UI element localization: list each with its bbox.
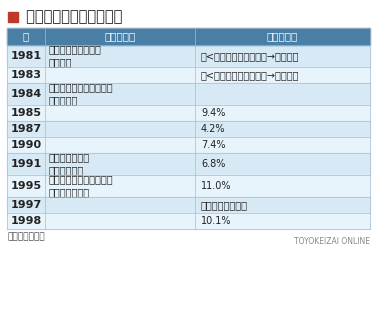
Bar	[7, 213, 45, 229]
Text: 9.4%: 9.4%	[201, 108, 225, 118]
Bar	[195, 175, 370, 197]
Text: 4.2%: 4.2%	[201, 124, 225, 134]
Text: 運賃値上げ: 運賃値上げ	[267, 32, 298, 42]
Text: 1990: 1990	[10, 140, 42, 150]
Bar	[45, 83, 195, 105]
Bar	[7, 153, 45, 175]
Text: 1995: 1995	[10, 181, 42, 191]
Text: 第２期区間工事施工
認可申請: 第２期区間工事施工 認可申請	[49, 44, 102, 68]
Bar	[7, 197, 45, 213]
Text: （<３ｋｍ）　１２０円→１３０円: （<３ｋｍ） １２０円→１３０円	[201, 70, 300, 80]
Bar	[7, 45, 45, 67]
Text: 1998: 1998	[10, 216, 42, 226]
Text: （<３ｋｍ）　１１０円→１２０円: （<３ｋｍ） １１０円→１２０円	[201, 51, 300, 61]
Bar	[45, 28, 195, 45]
Text: 北総線運賃値上げの軌跡: 北総線運賃値上げの軌跡	[21, 9, 122, 24]
Bar	[8, 12, 18, 22]
Bar	[195, 153, 370, 175]
Bar	[7, 105, 45, 121]
Text: 1984: 1984	[10, 89, 42, 99]
Bar	[195, 137, 370, 153]
Text: 11.0%: 11.0%	[201, 181, 231, 191]
Text: 7.4%: 7.4%	[201, 140, 225, 150]
Bar	[7, 67, 45, 83]
Text: 1983: 1983	[10, 70, 42, 80]
Text: 10.1%: 10.1%	[201, 216, 231, 226]
Bar	[195, 45, 370, 67]
Text: （消費税改訂分）: （消費税改訂分）	[201, 200, 248, 210]
Text: 1985: 1985	[10, 108, 42, 118]
Bar	[7, 121, 45, 137]
Bar	[45, 213, 195, 229]
Text: 年: 年	[23, 32, 29, 42]
Text: 1997: 1997	[10, 200, 42, 210]
Text: 小室－千葉ニュータウン
中央間開業: 小室－千葉ニュータウン 中央間開業	[49, 82, 114, 105]
Text: 第２期区間竣工
営業運転開始: 第２期区間竣工 営業運転開始	[49, 152, 90, 176]
Text: （出所）北実会: （出所）北実会	[7, 233, 45, 242]
Text: 1981: 1981	[10, 51, 42, 61]
Text: 6.8%: 6.8%	[201, 159, 225, 169]
Text: 千葉ニュータウン中央－
印西牧の原開通: 千葉ニュータウン中央－ 印西牧の原開通	[49, 174, 114, 198]
Bar	[195, 67, 370, 83]
Bar	[195, 83, 370, 105]
Bar	[45, 105, 195, 121]
Bar	[195, 121, 370, 137]
Bar	[7, 175, 45, 197]
Bar	[195, 213, 370, 229]
Bar	[45, 67, 195, 83]
Bar	[195, 197, 370, 213]
Bar	[195, 105, 370, 121]
Bar	[7, 83, 45, 105]
Bar	[45, 137, 195, 153]
Text: 1987: 1987	[10, 124, 42, 134]
Bar	[45, 197, 195, 213]
Text: TOYOKEIZAI ONLINE: TOYOKEIZAI ONLINE	[294, 238, 370, 247]
Bar	[45, 153, 195, 175]
Bar	[45, 175, 195, 197]
Text: 1991: 1991	[10, 159, 42, 169]
Bar	[7, 137, 45, 153]
Bar	[45, 121, 195, 137]
Bar	[45, 45, 195, 67]
Bar	[195, 28, 370, 45]
Text: 北総線整備: 北総線整備	[104, 32, 136, 42]
Bar	[7, 28, 45, 45]
